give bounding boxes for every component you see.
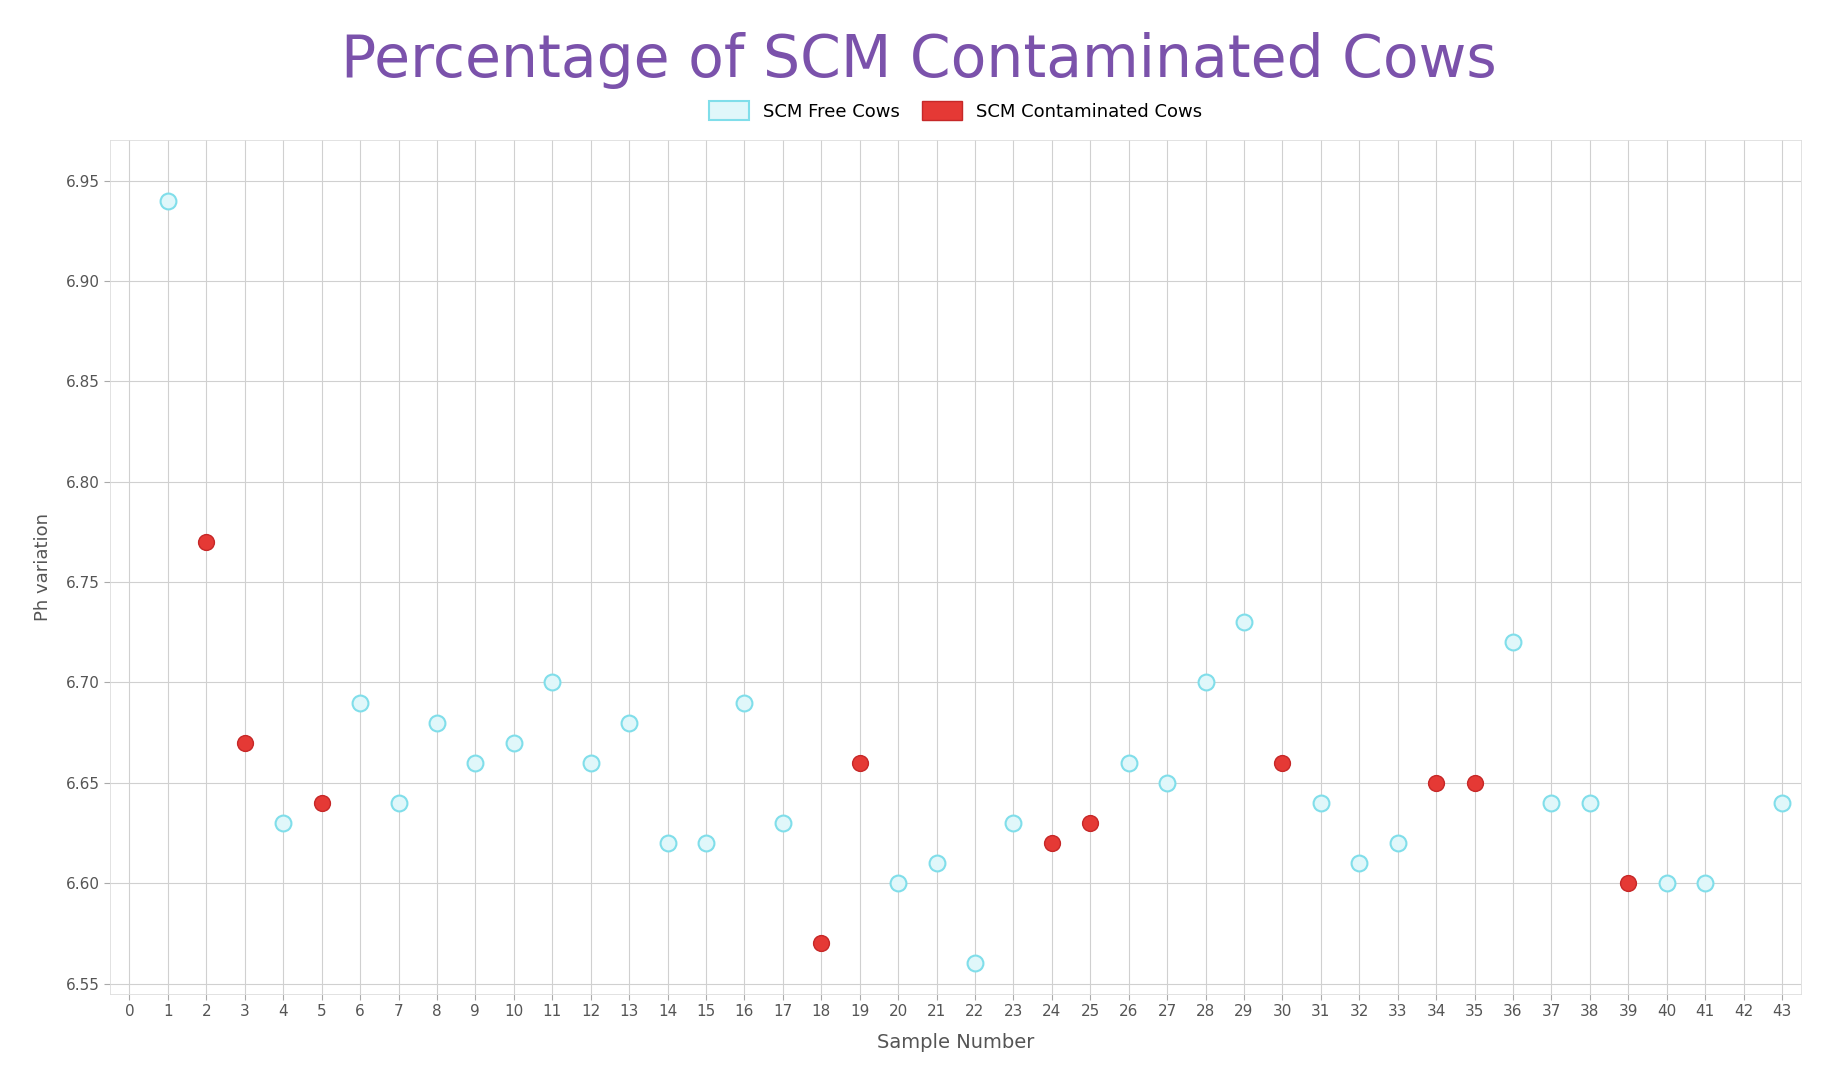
Point [1152, 774, 1182, 792]
Point [1614, 875, 1643, 892]
Point [384, 794, 414, 811]
Point [1421, 774, 1450, 792]
Point [1268, 754, 1298, 771]
Point [500, 734, 529, 752]
Point [1575, 794, 1605, 811]
Point [346, 693, 375, 711]
Point [423, 714, 452, 731]
Point [730, 693, 759, 711]
Legend: SCM Free Cows, SCM Contaminated Cows: SCM Free Cows, SCM Contaminated Cows [702, 94, 1209, 127]
Point [1652, 875, 1682, 892]
Point [1537, 794, 1566, 811]
Point [1768, 794, 1798, 811]
Text: Percentage of SCM Contaminated Cows: Percentage of SCM Contaminated Cows [342, 32, 1496, 90]
Point [1382, 835, 1412, 852]
Point [230, 734, 259, 752]
Point [845, 754, 875, 771]
Point [1230, 613, 1259, 631]
Point [923, 854, 952, 872]
Point [614, 714, 643, 731]
Point [1114, 754, 1143, 771]
Point [153, 192, 182, 210]
Point [959, 955, 989, 972]
Point [1037, 835, 1066, 852]
Point [1075, 814, 1105, 832]
Point [1345, 854, 1375, 872]
Point [1459, 774, 1489, 792]
Point [537, 674, 566, 691]
Point [652, 835, 682, 852]
Point [461, 754, 491, 771]
Point [191, 534, 221, 551]
Point [307, 794, 336, 811]
Point [691, 835, 720, 852]
Point [1307, 794, 1336, 811]
Point [268, 814, 298, 832]
Point [575, 754, 605, 771]
Point [884, 875, 913, 892]
Point [1498, 634, 1527, 651]
Point [1691, 875, 1720, 892]
Point [768, 814, 798, 832]
Y-axis label: Ph variation: Ph variation [33, 513, 51, 621]
Point [1191, 674, 1220, 691]
X-axis label: Sample Number: Sample Number [877, 1032, 1035, 1052]
Point [998, 814, 1027, 832]
Point [807, 935, 836, 953]
